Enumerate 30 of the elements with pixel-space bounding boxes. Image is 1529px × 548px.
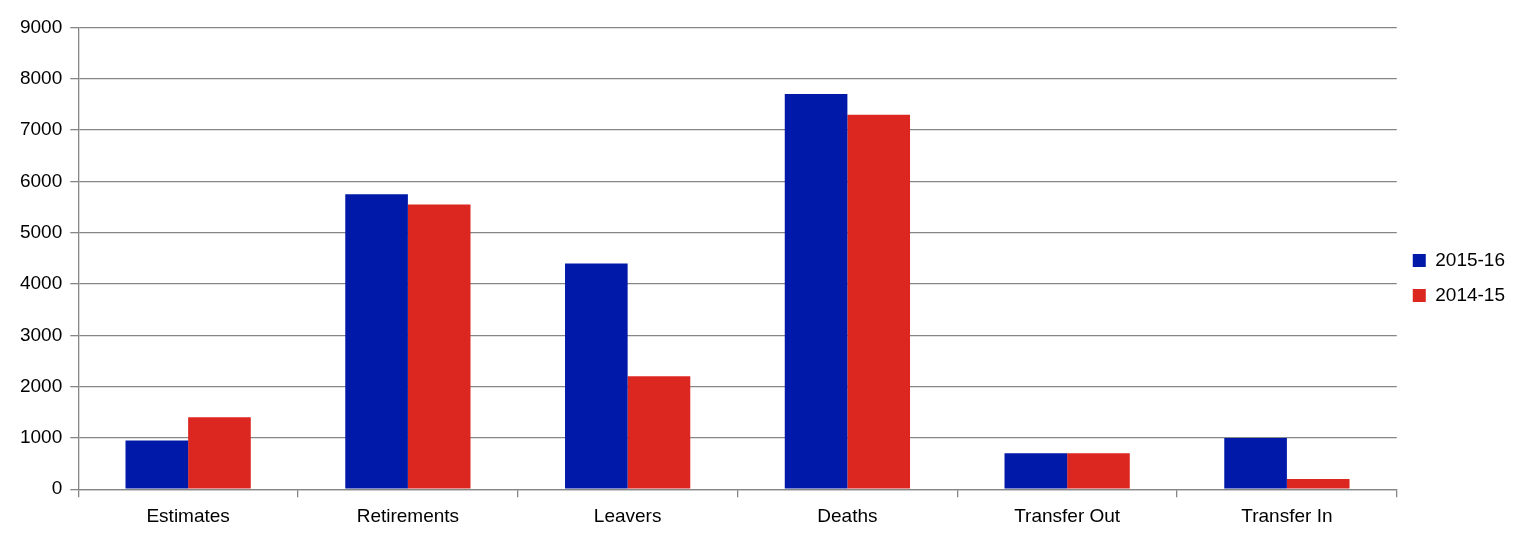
bar [1067,453,1130,489]
bar [847,114,911,489]
x-tick-label: Deaths [817,504,878,526]
legend-label: 2014-15 [1435,283,1506,305]
bar [188,417,251,489]
y-tick-label: 9000 [19,15,63,37]
y-tick-label: 4000 [19,272,63,294]
bar [1004,453,1068,489]
bar [1224,437,1287,489]
y-tick-label: 3000 [19,323,63,345]
x-tick-label: Retirements [356,504,460,526]
x-tick-label: Transfer In [1241,504,1333,526]
y-tick-label: 6000 [19,169,63,191]
bar [565,263,628,489]
bar [1286,478,1350,489]
y-tick-label: 1000 [19,426,63,448]
y-tick-label: 2000 [19,374,63,396]
bar [345,194,408,489]
y-tick-label: 5000 [19,220,63,242]
x-tick-label: Transfer Out [1014,504,1121,526]
x-tick-label: Leavers [593,504,662,526]
legend-label: 2015-16 [1435,248,1506,270]
bar [784,94,848,489]
bar [125,440,189,489]
bar [627,376,691,489]
bar [407,204,471,489]
y-tick-label: 0 [51,477,63,499]
x-tick-label: Estimates [146,504,230,526]
y-tick-label: 7000 [19,118,63,140]
y-tick-label: 8000 [19,66,63,88]
